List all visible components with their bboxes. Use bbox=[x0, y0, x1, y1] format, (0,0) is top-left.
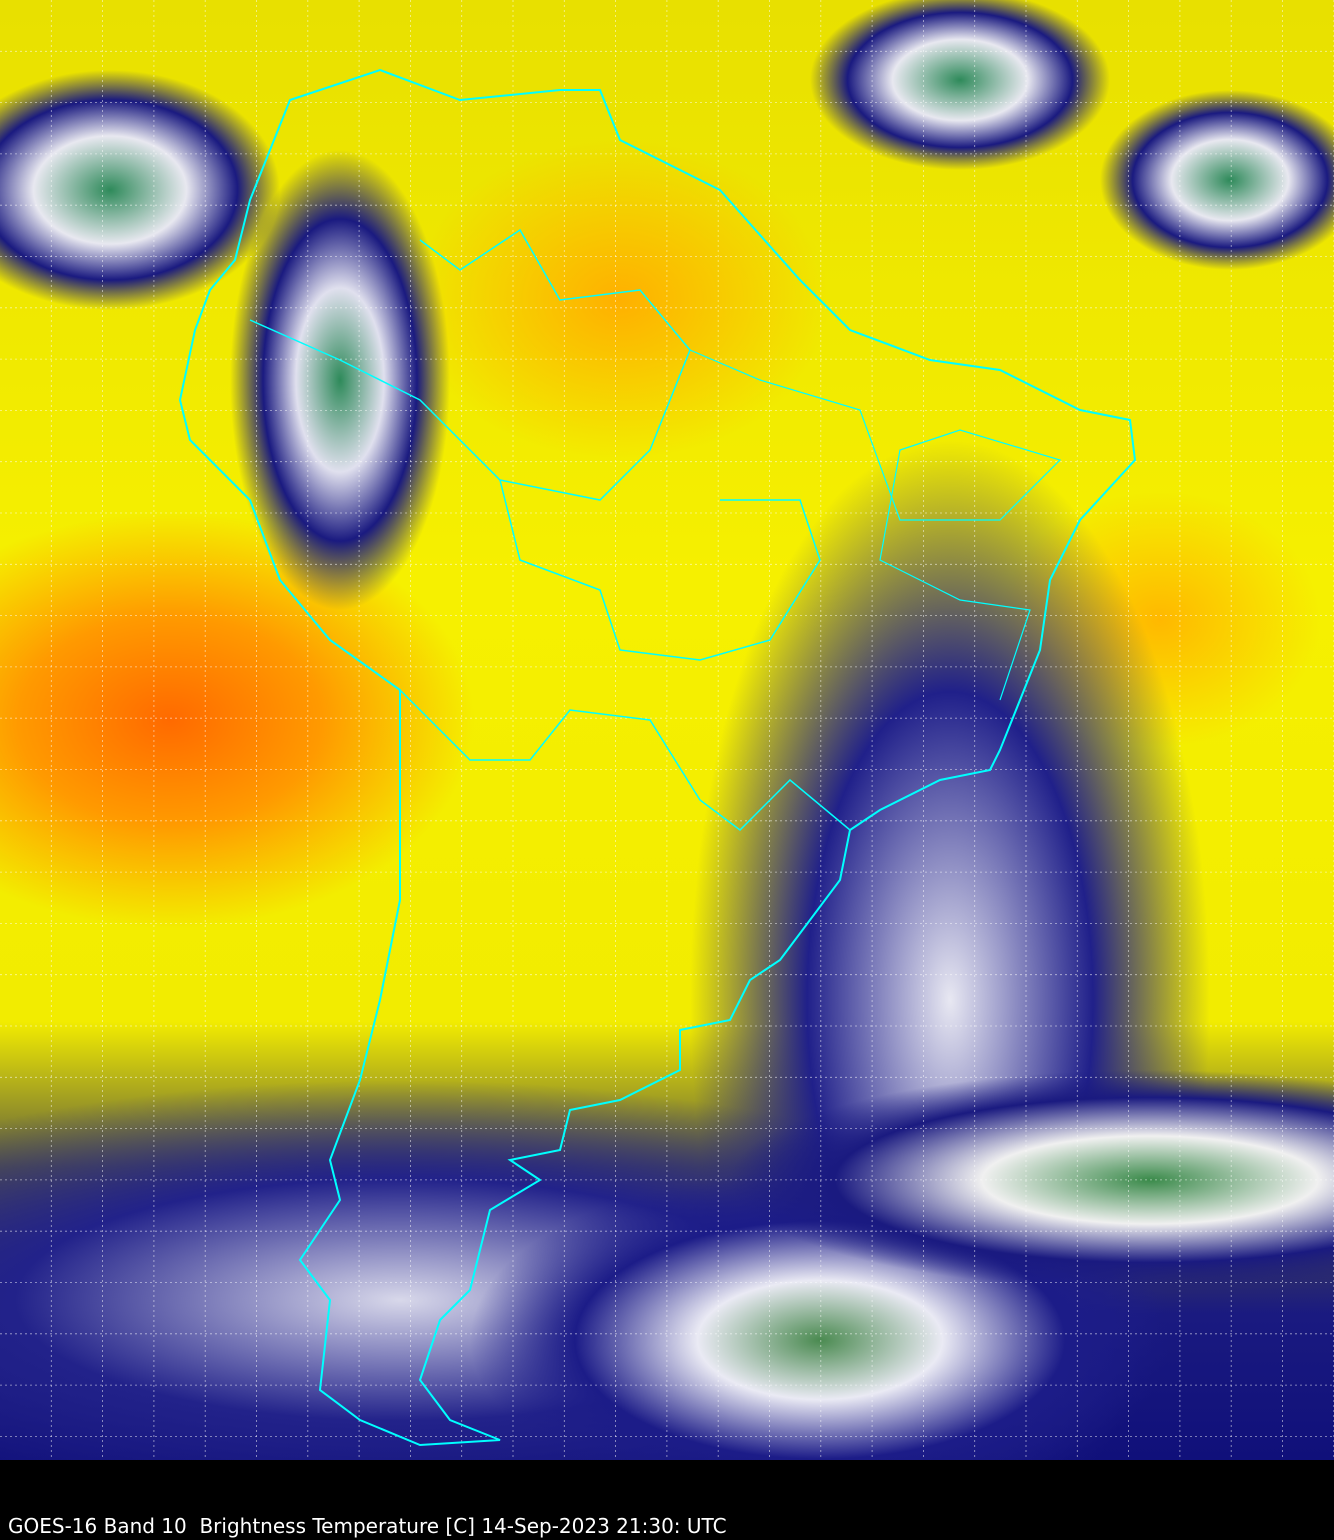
country-borders bbox=[399, 689, 851, 831]
country-borders bbox=[499, 479, 821, 661]
lat-lon-grid bbox=[0, 0, 1334, 1460]
map-overlay bbox=[0, 0, 1334, 1460]
south-america-coastline bbox=[178, 68, 1137, 1447]
image-caption: GOES-16 Band 10 Brightness Temperature [… bbox=[8, 1514, 727, 1538]
state-borders bbox=[689, 349, 1062, 701]
country-borders bbox=[249, 228, 691, 501]
